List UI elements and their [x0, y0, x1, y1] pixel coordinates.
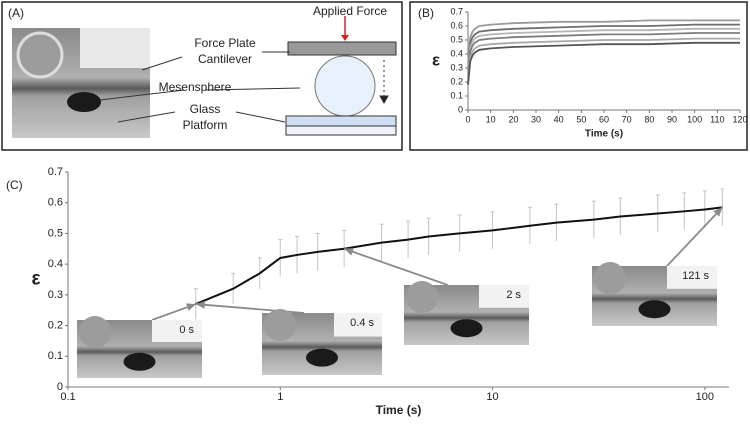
x-tick-label: 50	[576, 114, 586, 124]
x-tick-label: 120	[732, 114, 747, 124]
series-line	[467, 32, 740, 80]
label: Platform	[183, 118, 228, 132]
photo	[12, 28, 150, 138]
y-tick-label: 0.7	[48, 166, 63, 178]
arrow-head	[195, 300, 206, 309]
photo	[152, 320, 202, 343]
photo	[123, 352, 156, 371]
inset-label: 2 s	[506, 289, 521, 301]
label: Cantilever	[198, 52, 252, 66]
panel-label: (A)	[8, 6, 24, 20]
inset-label: 0 s	[179, 324, 194, 336]
photo	[594, 262, 626, 294]
inset-label: 0.4 s	[350, 317, 374, 329]
y-tick-label: 0.4	[450, 48, 463, 58]
panel-b-frame	[409, 1, 748, 151]
y-axis-label: ε	[432, 50, 440, 69]
x-tick-label: 70	[622, 114, 632, 124]
series-line	[467, 27, 740, 76]
label: Mesensphere	[159, 80, 232, 94]
photo	[334, 313, 382, 337]
photo	[638, 300, 671, 319]
arrow	[666, 206, 724, 267]
photo	[406, 281, 438, 313]
y-tick-label: 0.3	[48, 289, 63, 301]
x-axis-label: Time (s)	[585, 129, 623, 140]
diagram	[99, 16, 397, 136]
photo	[79, 316, 111, 348]
inset-photo	[404, 281, 529, 345]
y-tick-label: 0.7	[450, 6, 463, 16]
label: Force Plate	[194, 36, 256, 50]
x-tick-label: 110	[710, 114, 724, 124]
inset-photo	[592, 262, 717, 326]
panel-label: (B)	[418, 6, 434, 20]
x-tick-label: 90	[667, 114, 677, 124]
x-tick-label: 0	[465, 114, 470, 124]
x-tick-label: 0.1	[60, 391, 75, 403]
x-axis-label: Time (s)	[376, 403, 422, 417]
arrow-head	[344, 247, 354, 256]
series-line	[467, 23, 740, 71]
arrow-head	[185, 303, 196, 311]
x-tick-label: 10	[486, 114, 496, 124]
inset-label: 121 s	[682, 270, 709, 282]
photo	[667, 266, 717, 289]
y-tick-label: 0.5	[450, 34, 463, 44]
photo	[306, 348, 338, 367]
photo	[264, 309, 296, 341]
y-tick-label: 0	[458, 104, 463, 114]
inset-photo	[77, 316, 202, 378]
photo	[450, 319, 483, 338]
y-tick-label: 0.5	[48, 227, 63, 239]
y-axis-label: ε	[31, 269, 40, 290]
y-tick-label: 0.2	[48, 319, 63, 331]
arrow	[343, 247, 449, 286]
y-tick-label: 0.1	[450, 90, 463, 100]
x-tick-label: 100	[696, 391, 714, 403]
x-tick-label: 30	[531, 114, 541, 124]
series-line	[195, 206, 723, 305]
x-tick-label: 10	[486, 391, 498, 403]
y-tick-label: 0.4	[48, 258, 63, 270]
panel-label: (C)	[6, 178, 23, 192]
y-tick-label: 0.2	[450, 76, 463, 86]
arrow-head	[713, 207, 723, 217]
series-line	[467, 19, 740, 69]
x-tick-label: 1	[277, 391, 283, 403]
x-tick-label: 20	[508, 114, 518, 124]
y-tick-label: 0.6	[450, 20, 463, 30]
series-line	[467, 37, 740, 83]
y-tick-label: 0	[57, 381, 63, 393]
series-line	[467, 41, 740, 85]
label: Glass	[190, 102, 221, 116]
photo	[479, 285, 529, 308]
x-tick-label: 60	[599, 114, 609, 124]
panel-a-frame	[1, 1, 403, 151]
label: Applied Force	[313, 4, 387, 18]
y-tick-label: 0.1	[48, 350, 63, 362]
y-tick-label: 0.3	[450, 62, 463, 72]
x-tick-label: 40	[554, 114, 564, 124]
x-tick-label: 100	[687, 114, 702, 124]
x-tick-label: 80	[644, 114, 654, 124]
y-tick-label: 0.6	[48, 197, 63, 209]
inset-photo	[262, 309, 382, 375]
